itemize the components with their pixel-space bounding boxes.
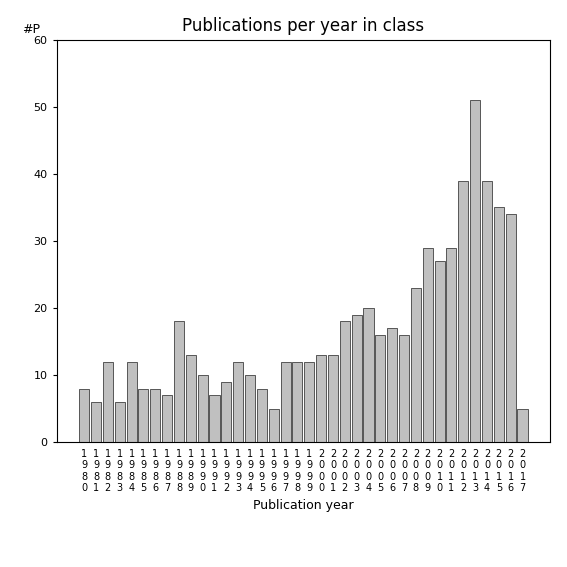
Bar — [352, 315, 362, 442]
Bar — [293, 362, 302, 442]
Bar — [470, 100, 480, 442]
X-axis label: Publication year: Publication year — [253, 499, 354, 512]
Bar — [281, 362, 291, 442]
Bar — [387, 328, 397, 442]
Bar — [482, 180, 492, 442]
Bar — [103, 362, 113, 442]
Bar — [411, 288, 421, 442]
Bar — [233, 362, 243, 442]
Bar — [138, 388, 149, 442]
Bar — [375, 335, 386, 442]
Bar — [316, 355, 326, 442]
Bar — [304, 362, 314, 442]
Title: Publications per year in class: Publications per year in class — [182, 18, 425, 35]
Bar — [257, 388, 267, 442]
Bar — [458, 180, 468, 442]
Bar — [150, 388, 160, 442]
Bar — [174, 321, 184, 442]
Bar — [162, 395, 172, 442]
Bar — [363, 308, 374, 442]
Bar — [423, 248, 433, 442]
Bar — [79, 388, 89, 442]
Bar — [269, 409, 279, 442]
Bar — [506, 214, 516, 442]
Bar — [209, 395, 219, 442]
Bar — [126, 362, 137, 442]
Bar — [340, 321, 350, 442]
Bar — [328, 355, 338, 442]
Bar — [494, 208, 504, 442]
Bar — [186, 355, 196, 442]
Bar — [399, 335, 409, 442]
Bar — [446, 248, 456, 442]
Bar — [198, 375, 208, 442]
Bar — [518, 409, 527, 442]
Bar — [221, 382, 231, 442]
Bar — [434, 261, 445, 442]
Bar — [91, 402, 101, 442]
Text: #P: #P — [22, 23, 40, 36]
Bar — [115, 402, 125, 442]
Bar — [245, 375, 255, 442]
